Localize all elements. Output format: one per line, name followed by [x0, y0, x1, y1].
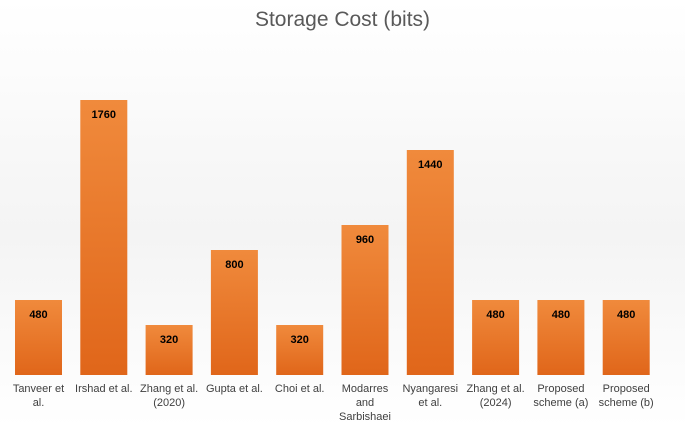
bar	[276, 325, 324, 375]
value-label: 1760	[92, 109, 116, 121]
x-tick-label: Proposed scheme (a)	[533, 383, 589, 409]
bar	[602, 300, 650, 375]
x-tick-label: Zhang et al.(2020)	[140, 383, 199, 409]
value-label: 800	[225, 259, 243, 271]
bar	[80, 100, 128, 375]
x-tick-label: Gupta et al.	[205, 383, 263, 395]
bar	[537, 300, 585, 375]
chart-title: Storage Cost (bits)	[254, 8, 431, 31]
x-tick-label: Proposed scheme (b)	[598, 383, 654, 409]
value-label: 480	[617, 309, 635, 321]
value-label: 320	[291, 334, 309, 346]
bar	[15, 300, 62, 375]
bar	[210, 250, 258, 375]
x-tick-label: Irshad et al.	[75, 383, 133, 395]
value-label: 480	[29, 309, 47, 321]
x-tick-label: Nyangaresi et al.	[402, 383, 459, 409]
x-tick-label: Choi et al.	[274, 383, 325, 395]
bar	[406, 150, 454, 375]
bar	[341, 225, 389, 375]
x-tick-label: Tanveer et al.	[12, 383, 65, 409]
x-tick-label: Modarres and Sarbishaei	[339, 383, 391, 423]
value-label: 320	[160, 334, 178, 346]
value-label: 480	[552, 309, 570, 321]
x-tick-label: Zhang et al.(2024)	[466, 383, 525, 409]
value-label: 960	[356, 234, 374, 246]
value-label: 1440	[418, 159, 442, 171]
value-label: 480	[486, 309, 504, 321]
bar	[145, 325, 193, 375]
bar	[472, 300, 520, 375]
